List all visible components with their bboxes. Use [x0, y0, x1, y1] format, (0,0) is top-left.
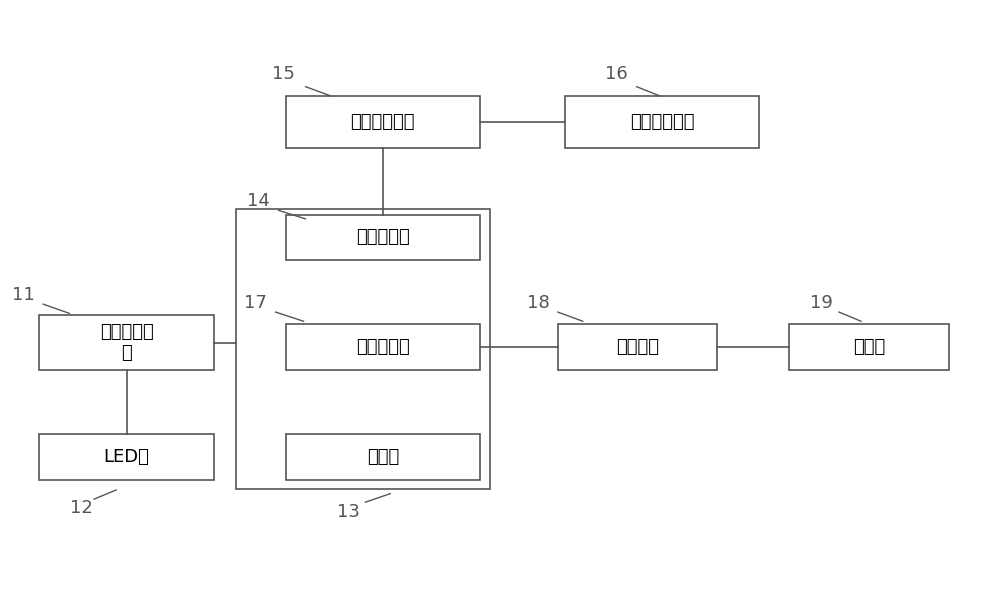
Text: 电池切换键: 电池切换键: [356, 338, 410, 356]
Bar: [39, 434, 214, 480]
Text: LED灯: LED灯: [104, 448, 149, 466]
Text: 太阳光传感器: 太阳光传感器: [630, 113, 694, 131]
Text: 18: 18: [527, 294, 549, 312]
Bar: [286, 96, 480, 147]
Bar: [286, 324, 480, 370]
Bar: [39, 315, 214, 370]
Text: 17: 17: [244, 294, 267, 312]
Text: 12: 12: [70, 499, 93, 517]
Text: 旋钮电源开
关: 旋钮电源开 关: [100, 323, 153, 362]
Text: 太阳能电池: 太阳能电池: [356, 228, 410, 247]
Text: 显示屏: 显示屏: [853, 338, 885, 356]
Bar: [286, 434, 480, 480]
Text: 14: 14: [247, 192, 270, 210]
Text: 锂电池: 锂电池: [367, 448, 399, 466]
Text: 13: 13: [337, 503, 360, 521]
Text: 控制主板: 控制主板: [616, 338, 659, 356]
Bar: [558, 324, 717, 370]
Text: 15: 15: [272, 65, 295, 83]
Text: 太阳能控制器: 太阳能控制器: [351, 113, 415, 131]
Bar: [565, 96, 759, 147]
Bar: [236, 209, 490, 489]
Bar: [286, 215, 480, 260]
Text: 11: 11: [12, 286, 35, 304]
Text: 16: 16: [605, 65, 628, 83]
Bar: [789, 324, 949, 370]
Text: 19: 19: [810, 294, 833, 312]
